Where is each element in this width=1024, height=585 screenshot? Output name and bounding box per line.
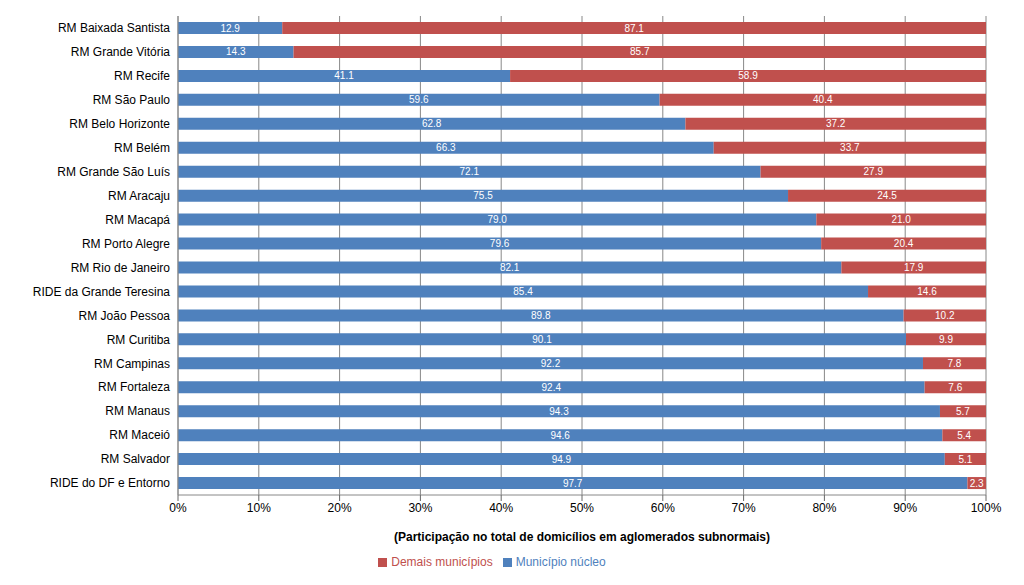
svg-text:80%: 80%	[812, 501, 836, 515]
svg-text:79.6: 79.6	[490, 238, 510, 249]
svg-text:10.2: 10.2	[935, 310, 955, 321]
svg-text:RM Salvador: RM Salvador	[101, 452, 170, 466]
svg-text:97.7: 97.7	[563, 478, 583, 489]
svg-text:10%: 10%	[247, 501, 271, 515]
svg-text:5.7: 5.7	[956, 406, 970, 417]
svg-text:20%: 20%	[328, 501, 352, 515]
svg-text:RIDE do DF e Entorno: RIDE do DF e Entorno	[50, 476, 170, 490]
svg-text:RM Belo Horizonte: RM Belo Horizonte	[69, 117, 170, 131]
svg-text:92.2: 92.2	[541, 358, 561, 369]
svg-text:14.3: 14.3	[226, 46, 246, 57]
svg-text:RM Manaus: RM Manaus	[105, 404, 170, 418]
svg-text:58.9: 58.9	[738, 70, 758, 81]
svg-text:7.6: 7.6	[948, 382, 962, 393]
svg-text:9.9: 9.9	[939, 334, 953, 345]
svg-text:70%: 70%	[732, 501, 756, 515]
svg-text:12.9: 12.9	[220, 23, 240, 34]
svg-text:60%: 60%	[651, 501, 675, 515]
svg-text:30%: 30%	[408, 501, 432, 515]
svg-text:RM Recife: RM Recife	[114, 69, 170, 83]
svg-text:66.3: 66.3	[436, 142, 456, 153]
svg-text:0%: 0%	[169, 501, 187, 515]
svg-text:RM Grande Vitória: RM Grande Vitória	[71, 45, 170, 59]
svg-text:85.4: 85.4	[513, 286, 533, 297]
svg-text:RM João Pessoa: RM João Pessoa	[79, 309, 171, 323]
svg-text:87.1: 87.1	[624, 23, 644, 34]
svg-text:RM Aracaju: RM Aracaju	[108, 189, 170, 203]
svg-text:RM Baixada Santista: RM Baixada Santista	[58, 21, 170, 35]
svg-text:RM Belém: RM Belém	[114, 141, 170, 155]
svg-text:14.6: 14.6	[917, 286, 937, 297]
svg-text:RM Campinas: RM Campinas	[94, 357, 170, 371]
svg-text:RIDE da Grande Teresina: RIDE da Grande Teresina	[33, 285, 171, 299]
svg-text:33.7: 33.7	[840, 142, 860, 153]
svg-text:94.3: 94.3	[549, 406, 569, 417]
svg-text:37.2: 37.2	[826, 118, 846, 129]
svg-text:RM São Paulo: RM São Paulo	[93, 93, 171, 107]
html-text:Município núcleo: Município núcleo	[515, 555, 606, 569]
svg-text:40.4: 40.4	[813, 94, 833, 105]
svg-text:RM Curitiba: RM Curitiba	[107, 333, 171, 347]
svg-text:94.9: 94.9	[552, 454, 572, 465]
svg-text:89.8: 89.8	[531, 310, 551, 321]
svg-text:RM Rio de Janeiro: RM Rio de Janeiro	[71, 261, 171, 275]
svg-text:100%: 100%	[971, 501, 1002, 515]
svg-text:40%: 40%	[489, 501, 513, 515]
html-text:Demais municípios: Demais municípios	[391, 555, 493, 569]
svg-text:92.4: 92.4	[542, 382, 562, 393]
svg-text:2.3: 2.3	[970, 478, 984, 489]
svg-text:5.1: 5.1	[958, 454, 972, 465]
svg-text:5.4: 5.4	[957, 430, 971, 441]
svg-text:75.5: 75.5	[473, 190, 493, 201]
svg-text:85.7: 85.7	[630, 46, 650, 57]
svg-text:20.4: 20.4	[894, 238, 914, 249]
svg-text:17.9: 17.9	[904, 262, 924, 273]
svg-text:62.8: 62.8	[422, 118, 442, 129]
svg-text:7.8: 7.8	[948, 358, 962, 369]
svg-text:59.6: 59.6	[409, 94, 429, 105]
svg-text:RM Maceió: RM Maceió	[109, 428, 170, 442]
svg-text:72.1: 72.1	[460, 166, 480, 177]
svg-text:90.1: 90.1	[532, 334, 552, 345]
svg-text:RM Fortaleza: RM Fortaleza	[98, 380, 170, 394]
svg-text:82.1: 82.1	[500, 262, 520, 273]
svg-text:27.9: 27.9	[864, 166, 884, 177]
svg-text:24.5: 24.5	[877, 190, 897, 201]
svg-text:RM Porto Alegre: RM Porto Alegre	[82, 237, 170, 251]
svg-text:RM Grande São Luís: RM Grande São Luís	[57, 165, 170, 179]
svg-text:RM Macapá: RM Macapá	[105, 213, 170, 227]
svg-text:41.1: 41.1	[334, 70, 354, 81]
svg-text:(Participação no total de domi: (Participação no total de domicílios em …	[394, 530, 770, 544]
svg-text:50%: 50%	[570, 501, 594, 515]
svg-text:79.0: 79.0	[487, 214, 507, 225]
svg-text:94.6: 94.6	[550, 430, 570, 441]
svg-text:90%: 90%	[893, 501, 917, 515]
svg-text:21.0: 21.0	[891, 214, 911, 225]
